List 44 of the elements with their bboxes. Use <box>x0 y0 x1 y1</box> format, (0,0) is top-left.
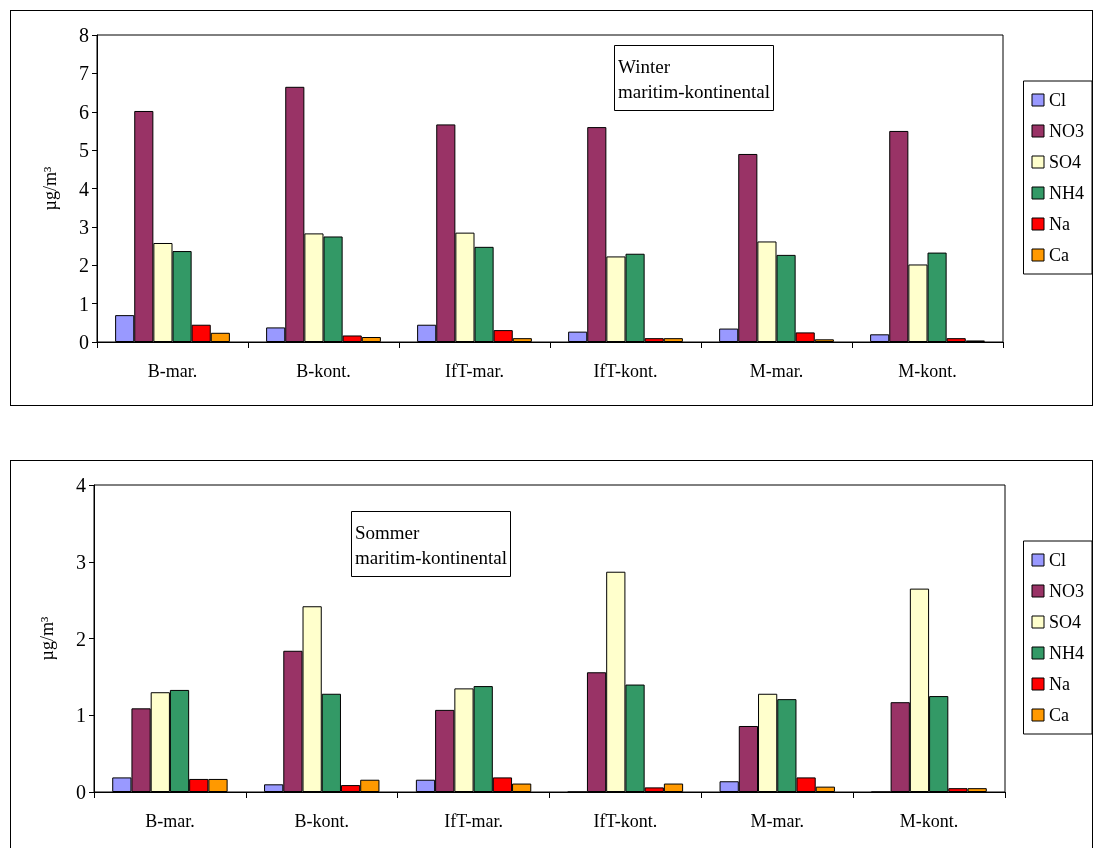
y-tick-label: 0 <box>76 781 86 803</box>
y-tick-label: 7 <box>79 62 89 85</box>
legend-label: SO4 <box>1049 612 1082 632</box>
y-tick-label: 1 <box>76 704 86 727</box>
text: Sommer <box>355 522 421 543</box>
x-tick-label: B-mar. <box>147 361 198 381</box>
x-tick-label: M-kont. <box>899 811 959 831</box>
text: Winter <box>618 56 671 77</box>
y-tick-label: 3 <box>79 215 89 238</box>
y-axis-title: µg/m³ <box>37 616 57 661</box>
legend-label: Na <box>1049 674 1070 694</box>
legend-label: Cl <box>1049 90 1067 110</box>
y-axis-title: µg/m³ <box>40 166 60 211</box>
x-tick-label: B-kont. <box>296 361 351 381</box>
legend-label: NO3 <box>1049 581 1084 601</box>
legend-label: Na <box>1049 214 1070 234</box>
x-tick-label: M-mar. <box>749 361 804 381</box>
x-tick-label: B-kont. <box>294 811 350 831</box>
y-tick-label: 5 <box>79 139 89 162</box>
y-tick-label: 4 <box>79 177 89 200</box>
legend-label: NO3 <box>1049 121 1084 141</box>
legend-label: NH4 <box>1049 183 1084 203</box>
y-tick-label: 3 <box>76 550 86 573</box>
y-tick-label: 1 <box>79 292 89 315</box>
y-tick-label: 2 <box>79 254 89 277</box>
legend-label: SO4 <box>1049 152 1082 172</box>
x-tick-label: IfT-kont. <box>593 361 658 381</box>
legend-label: NH4 <box>1049 643 1084 663</box>
x-tick-label: B-mar. <box>145 811 195 831</box>
x-tick-label: M-mar. <box>750 811 804 831</box>
y-tick-label: 4 <box>76 474 86 496</box>
x-tick-label: M-kont. <box>898 361 957 381</box>
text: maritim-kontinental <box>355 547 507 568</box>
x-tick-label: IfT-kont. <box>593 811 658 831</box>
legend-label: Cl <box>1049 550 1067 570</box>
y-tick-label: 6 <box>79 100 89 123</box>
y-tick-label: 0 <box>79 331 89 353</box>
y-tick-label: 2 <box>76 627 86 650</box>
x-tick-label: IfT-mar. <box>445 361 504 381</box>
text: maritim-kontinental <box>618 81 770 102</box>
x-tick-label: IfT-mar. <box>444 811 503 831</box>
y-tick-label: 8 <box>79 24 89 46</box>
legend-label: Ca <box>1049 245 1070 265</box>
legend-label: Ca <box>1049 705 1070 725</box>
